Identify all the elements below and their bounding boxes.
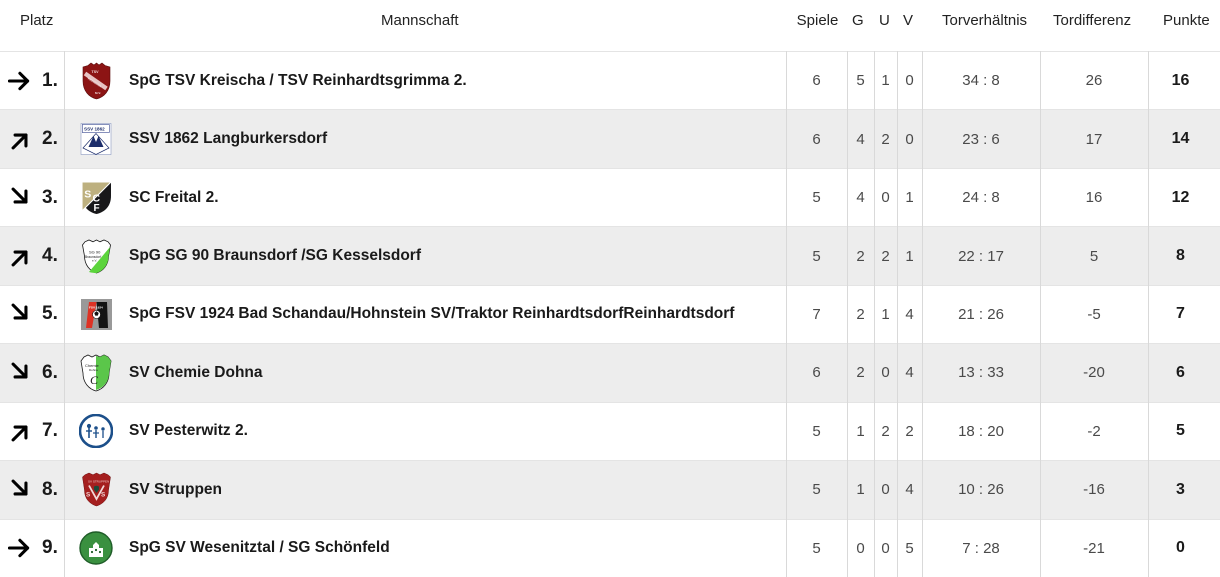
svg-text:TSV: TSV bbox=[91, 70, 99, 74]
svg-text:M.V.: M.V. bbox=[95, 91, 101, 95]
svg-text:S: S bbox=[101, 492, 105, 499]
svg-text:SSV 1862: SSV 1862 bbox=[84, 126, 105, 131]
svg-text:FSV 1924: FSV 1924 bbox=[89, 305, 103, 309]
svg-text:F: F bbox=[93, 203, 99, 214]
svg-text:Dohna: Dohna bbox=[89, 368, 98, 372]
svg-text:S: S bbox=[86, 492, 90, 499]
svg-text:S: S bbox=[84, 188, 91, 200]
svg-text:e.V.: e.V. bbox=[92, 258, 97, 262]
svg-text:C: C bbox=[90, 373, 99, 387]
svg-text:SV STRUPPEN: SV STRUPPEN bbox=[88, 480, 109, 484]
svg-text:SG 90: SG 90 bbox=[89, 249, 101, 254]
